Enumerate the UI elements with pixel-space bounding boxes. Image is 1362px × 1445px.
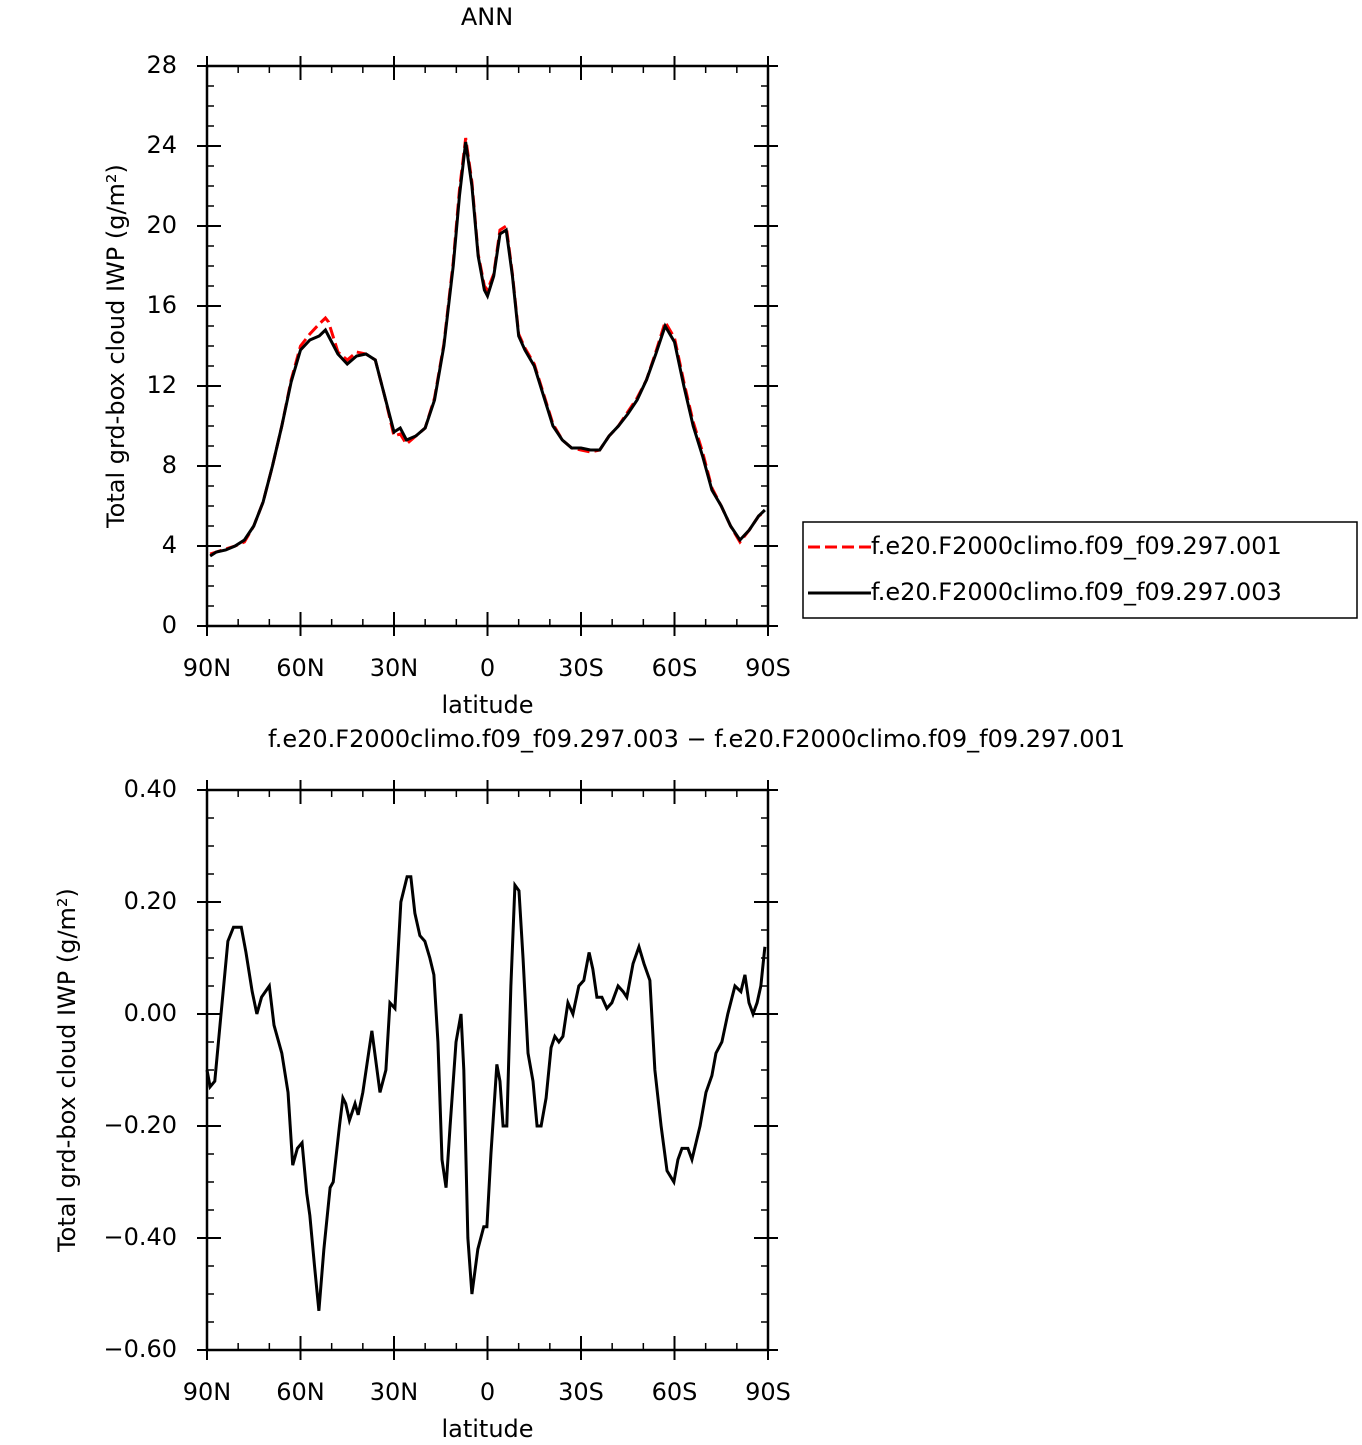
y-tick-label: 4 <box>162 531 177 559</box>
y-axis-label: Total grd-box cloud IWP (g/m²) <box>102 164 130 529</box>
x-tick-label: 60N <box>276 1378 325 1406</box>
plot-frame <box>205 64 770 628</box>
y-tick-label: 0 <box>162 611 177 639</box>
y-tick-label: −0.20 <box>103 1111 177 1139</box>
x-axis-label: latitude <box>441 1415 533 1443</box>
x-tick-label: 30S <box>558 654 604 682</box>
x-tick-label: 60N <box>276 654 325 682</box>
y-tick-label: −0.60 <box>103 1335 177 1363</box>
plot-frame <box>205 788 770 1352</box>
x-tick-label: 30N <box>370 1378 419 1406</box>
x-tick-label: 90S <box>745 1378 791 1406</box>
x-tick-label: 60S <box>652 1378 698 1406</box>
x-tick-label: 90N <box>183 654 232 682</box>
legend-label: f.e20.F2000climo.f09_f09.297.003 <box>871 578 1282 606</box>
x-tick-label: 30N <box>370 654 419 682</box>
y-axis-label: Total grd-box cloud IWP (g/m²) <box>53 888 81 1253</box>
x-tick-label: 30S <box>558 1378 604 1406</box>
chart-title: ANN <box>461 3 513 31</box>
data-line <box>209 137 766 556</box>
y-tick-label: 0.40 <box>124 775 177 803</box>
x-tick-label: 0 <box>480 1378 495 1406</box>
y-tick-label: 24 <box>146 131 177 159</box>
y-tick-label: 8 <box>162 451 177 479</box>
data-line <box>205 875 767 1311</box>
y-tick-label: 0.00 <box>124 999 177 1027</box>
chart-title: f.e20.F2000climo.f09_f09.297.003 − f.e20… <box>268 725 1125 753</box>
legend-box <box>802 521 1358 619</box>
legend-label: f.e20.F2000climo.f09_f09.297.001 <box>871 532 1282 560</box>
y-tick-label: −0.40 <box>103 1223 177 1251</box>
y-tick-label: 12 <box>146 371 177 399</box>
y-tick-label: 28 <box>146 51 177 79</box>
y-tick-label: 16 <box>146 291 177 319</box>
x-tick-label: 0 <box>480 654 495 682</box>
x-tick-label: 60S <box>652 654 698 682</box>
x-tick-label: 90N <box>183 1378 232 1406</box>
data-line <box>209 141 766 558</box>
x-tick-label: 90S <box>745 654 791 682</box>
y-tick-label: 20 <box>146 211 177 239</box>
y-tick-label: 0.20 <box>124 887 177 915</box>
x-axis-label: latitude <box>441 691 533 719</box>
